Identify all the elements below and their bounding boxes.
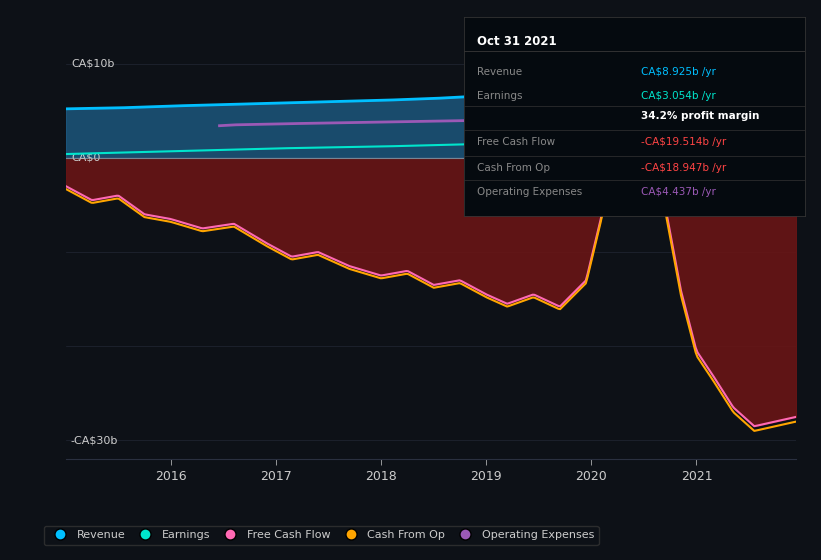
Text: CA$4.437b /yr: CA$4.437b /yr bbox=[641, 186, 716, 197]
Text: CA$3.054b /yr: CA$3.054b /yr bbox=[641, 91, 716, 101]
Legend: Revenue, Earnings, Free Cash Flow, Cash From Op, Operating Expenses: Revenue, Earnings, Free Cash Flow, Cash … bbox=[44, 526, 599, 545]
Text: CA$10b: CA$10b bbox=[71, 59, 114, 69]
Text: Revenue: Revenue bbox=[478, 67, 523, 77]
Text: -CA$30b: -CA$30b bbox=[71, 435, 118, 445]
Text: Cash From Op: Cash From Op bbox=[478, 163, 551, 173]
Text: -CA$18.947b /yr: -CA$18.947b /yr bbox=[641, 163, 727, 173]
Text: -CA$19.514b /yr: -CA$19.514b /yr bbox=[641, 137, 727, 147]
Text: CA$8.925b /yr: CA$8.925b /yr bbox=[641, 67, 716, 77]
Text: Oct 31 2021: Oct 31 2021 bbox=[478, 35, 557, 48]
Text: Free Cash Flow: Free Cash Flow bbox=[478, 137, 556, 147]
Text: 34.2% profit margin: 34.2% profit margin bbox=[641, 111, 759, 121]
Text: CA$0: CA$0 bbox=[71, 153, 100, 163]
Text: Operating Expenses: Operating Expenses bbox=[478, 186, 583, 197]
Text: Earnings: Earnings bbox=[478, 91, 523, 101]
